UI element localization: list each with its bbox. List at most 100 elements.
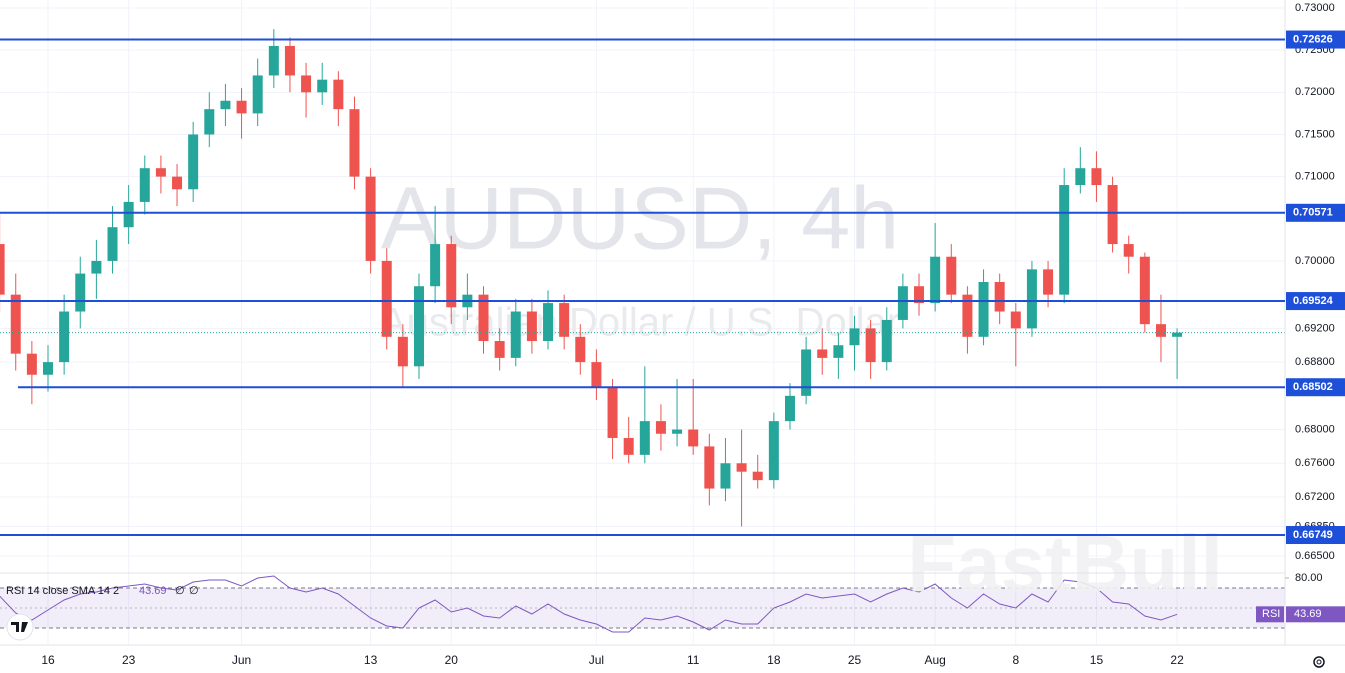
level-badge (1286, 292, 1345, 311)
candle-body (1043, 269, 1054, 295)
candle-body (1010, 311, 1021, 329)
settings-icon[interactable] (1313, 656, 1325, 668)
candle-body (672, 429, 683, 434)
candle-body (801, 349, 812, 396)
candle-body (1107, 185, 1118, 245)
x-tick-label: 11 (687, 653, 700, 667)
x-tick-label: Jun (232, 653, 251, 667)
candle-body (607, 387, 618, 438)
candle-body (446, 244, 457, 308)
rsi-badge (1256, 606, 1284, 623)
y-tick-label: 0.73000 (1295, 2, 1335, 14)
y-tick-label: 0.67600 (1295, 457, 1335, 469)
candle-body (397, 336, 408, 367)
candle-body (897, 286, 908, 320)
x-tick-label: 8 (1012, 653, 1019, 667)
y-tick-label: 0.68800 (1295, 356, 1335, 368)
candle-body (1059, 185, 1070, 295)
candle-body (268, 45, 279, 76)
y-tick-label: 0.66500 (1295, 550, 1335, 562)
candle-body (317, 79, 328, 93)
candle-body (768, 421, 779, 481)
x-tick-label: 16 (41, 653, 55, 667)
plot-area (0, 29, 1285, 633)
candle-body (478, 294, 489, 342)
rsi-legend-value: 43.69 (139, 585, 167, 597)
candle-body (413, 286, 424, 367)
candle-body (784, 395, 795, 422)
candle-body (1091, 168, 1102, 186)
candle-body (236, 100, 247, 114)
rsi-value-badge (1286, 606, 1345, 623)
candle-body (1155, 324, 1166, 337)
candle-body (301, 75, 312, 93)
watermark-symbol: AUDUSD, 4h (381, 168, 899, 267)
candle-body (252, 75, 263, 114)
tv-logo (6, 613, 34, 641)
candle-body (1075, 168, 1086, 186)
y-tick-label: 0.68000 (1295, 423, 1335, 435)
candle-body (1172, 332, 1183, 337)
candle-body (704, 446, 715, 489)
x-tick-label: 25 (848, 653, 862, 667)
candle-body (75, 273, 86, 312)
candle-body (817, 349, 828, 358)
candle-body (155, 168, 166, 177)
y-tick-label: 0.71500 (1295, 128, 1335, 140)
rsi-badge-name: RSI (1262, 608, 1280, 620)
candle-body (639, 421, 650, 455)
candle-body (188, 134, 199, 190)
candle-body (365, 176, 376, 261)
candle-body (688, 429, 699, 447)
level-badge (1286, 378, 1345, 397)
level-label: 0.70571 (1293, 207, 1333, 219)
candle-body (930, 256, 941, 304)
x-tick-label: 15 (1090, 653, 1104, 667)
candle-body (575, 336, 586, 363)
x-tick-label: Aug (924, 653, 945, 667)
candle-body (978, 282, 989, 337)
candle-body (1139, 256, 1150, 325)
candle-body (559, 303, 570, 337)
candle-body (0, 244, 5, 295)
candle-body (962, 294, 973, 337)
candle-body (849, 328, 860, 346)
candle-body (381, 260, 392, 337)
y-tick-label: 80.00 (1295, 572, 1323, 584)
rsi-legend-empty: ∅ (175, 585, 185, 597)
candle-body (139, 168, 150, 202)
candle-body (43, 362, 53, 375)
x-tick-label: 13 (364, 653, 378, 667)
candle-body (59, 311, 70, 363)
brand-watermark: FastBull (907, 519, 1223, 608)
level-label: 0.66749 (1293, 529, 1333, 541)
y-tick-label: 0.72000 (1295, 86, 1335, 98)
candle-body (526, 311, 537, 342)
candle-body (172, 176, 183, 190)
x-tick-label: 22 (1170, 653, 1184, 667)
candle-body (752, 471, 763, 481)
candle-body (430, 244, 441, 287)
candle-body (591, 362, 602, 388)
candle-body (123, 201, 134, 228)
level-badge (1286, 526, 1345, 545)
candle-body (865, 328, 876, 363)
candle-body (494, 341, 505, 358)
candle-body (333, 79, 344, 110)
candle-body (543, 303, 554, 342)
rsi-legend-empty: ∅ (189, 585, 199, 597)
candle-body (623, 437, 634, 455)
level-label: 0.72626 (1293, 33, 1333, 45)
candle-body (510, 311, 521, 358)
y-tick-label: 0.70000 (1295, 255, 1335, 267)
candle-body (833, 345, 844, 358)
x-tick-label: 18 (767, 653, 781, 667)
candle-body (1123, 244, 1134, 257)
level-badge (1286, 30, 1345, 49)
x-tick-label: Jul (589, 653, 604, 667)
x-tick-label: 20 (445, 653, 459, 667)
level-label: 0.68502 (1293, 381, 1333, 393)
candle-body (1026, 269, 1037, 329)
